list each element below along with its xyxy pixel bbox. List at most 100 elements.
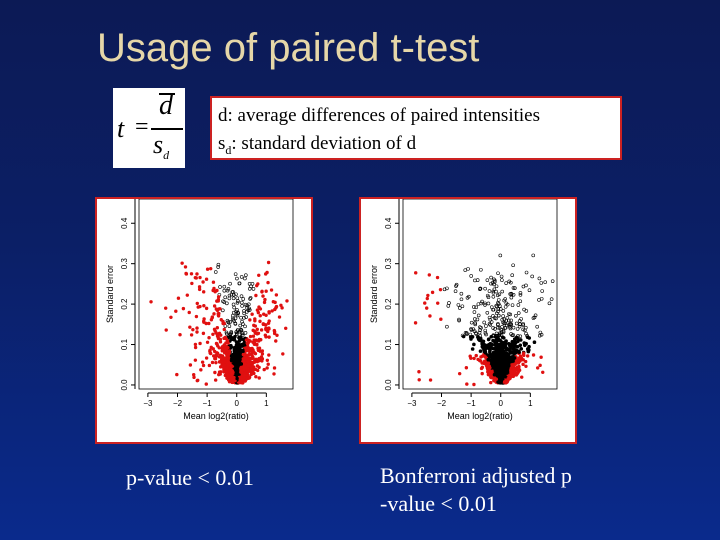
volcano-plot-pvalue: 0.0 0.1 0.2 0.3 0.4 −3 −2 −1 0 1 Standard error Mea… [95, 197, 313, 444]
nonsignificant-point [497, 343, 502, 348]
significant-point [260, 289, 264, 294]
nonsignificant-point [492, 339, 497, 344]
nonsignificant-point [500, 317, 505, 322]
x-tick-label: −1 [203, 399, 213, 408]
significant-point [266, 260, 271, 265]
significant-point [217, 346, 221, 350]
nonsignificant-point [496, 271, 500, 276]
nonsignificant-point [519, 347, 524, 351]
significant-point [218, 307, 222, 311]
significant-point [247, 369, 251, 373]
nonsignificant-point [233, 366, 238, 371]
nonsignificant-point [476, 313, 481, 318]
significant-point [251, 369, 255, 373]
nonsignificant-point [535, 324, 539, 329]
nonsignificant-point [496, 307, 501, 312]
significant-point [266, 362, 270, 366]
significant-point [229, 364, 233, 368]
significant-point [260, 352, 265, 356]
significant-point [269, 288, 274, 292]
x-tick-label: −2 [437, 399, 447, 408]
significant-point [413, 321, 418, 325]
nonsignificant-point [240, 333, 245, 337]
nonsignificant-point [234, 371, 238, 376]
significant-point [196, 378, 200, 382]
nonsignificant-point [478, 286, 483, 291]
nonsignificant-point [487, 315, 492, 320]
significant-point [213, 290, 217, 294]
significant-point [252, 360, 257, 364]
nonsignificant-point [231, 302, 236, 307]
significant-point [261, 294, 265, 298]
nonsignificant-point [483, 343, 488, 347]
significant-point [249, 364, 253, 368]
significant-point [174, 309, 178, 313]
plot-axes: 0.0 0.1 0.2 0.3 0.4 −3 −2 −1 0 1 Standard error Mea… [369, 199, 558, 421]
significant-point [253, 367, 258, 372]
significant-point [201, 290, 206, 294]
significant-point [222, 336, 226, 341]
significant-point [213, 378, 218, 382]
nonsignificant-point [472, 305, 476, 309]
nonsignificant-point [521, 327, 525, 332]
significant-point [257, 273, 261, 277]
nonsignificant-point [239, 294, 244, 299]
nonsignificant-point [233, 272, 238, 276]
nonsignificant-point [511, 325, 516, 330]
x-tick-label: 1 [528, 399, 533, 408]
definition-sd: sd: standard deviation of d [218, 130, 614, 164]
significant-point [474, 353, 478, 358]
x-tick-label: −3 [143, 399, 153, 408]
significant-point [516, 370, 520, 374]
nonsignificant-point [474, 331, 478, 335]
nonsignificant-point [216, 262, 221, 267]
nonsignificant-point [240, 304, 244, 308]
nonsignificant-point [491, 355, 496, 360]
significant-point [426, 293, 430, 298]
significant-point [219, 360, 224, 364]
significant-point [216, 295, 221, 299]
significant-point [508, 373, 512, 378]
significant-point [169, 315, 173, 319]
significant-point [248, 346, 253, 351]
significant-point [252, 323, 256, 328]
nonsignificant-point [518, 299, 523, 304]
nonsignificant-point [495, 301, 500, 305]
nonsignificant-point [513, 348, 518, 352]
nonsignificant-point [501, 329, 506, 333]
plot-axes: 0.0 0.1 0.2 0.3 0.4 −3 −2 −1 0 1 Standard error Mea… [105, 199, 294, 421]
nonsignificant-point [481, 346, 486, 350]
significant-point [215, 332, 220, 336]
nonsignificant-point [502, 373, 507, 377]
nonsignificant-point [234, 353, 238, 358]
x-axis-label: Mean log2(ratio) [183, 411, 249, 421]
significant-point [223, 359, 227, 364]
nonsignificant-point [500, 289, 505, 294]
significant-point [513, 362, 517, 366]
nonsignificant-point [494, 304, 499, 308]
significant-point [486, 370, 490, 374]
significant-point [256, 347, 261, 351]
nonsignificant-point [235, 296, 240, 300]
nonsignificant-point [240, 331, 245, 336]
significant-point [204, 277, 209, 281]
significant-point [181, 306, 186, 311]
significant-point [272, 331, 277, 336]
nonsignificant-point [459, 297, 464, 302]
significant-point [257, 305, 261, 309]
nonsignificant-point [231, 316, 235, 321]
significant-point [205, 267, 210, 271]
nonsignificant-point [509, 318, 513, 323]
nonsignificant-point [492, 280, 497, 284]
nonsignificant-point [502, 298, 506, 303]
nonsignificant-point [495, 368, 499, 372]
significant-point [187, 310, 191, 315]
nonsignificant-point [496, 313, 501, 318]
nonsignificant-point [469, 320, 474, 325]
nonsignificant-point [508, 326, 513, 331]
formula-lhs: t [117, 114, 125, 143]
nonsignificant-point [222, 300, 227, 304]
significant-point [248, 334, 253, 339]
significant-point [212, 286, 216, 291]
nonsignificant-point [236, 299, 240, 304]
